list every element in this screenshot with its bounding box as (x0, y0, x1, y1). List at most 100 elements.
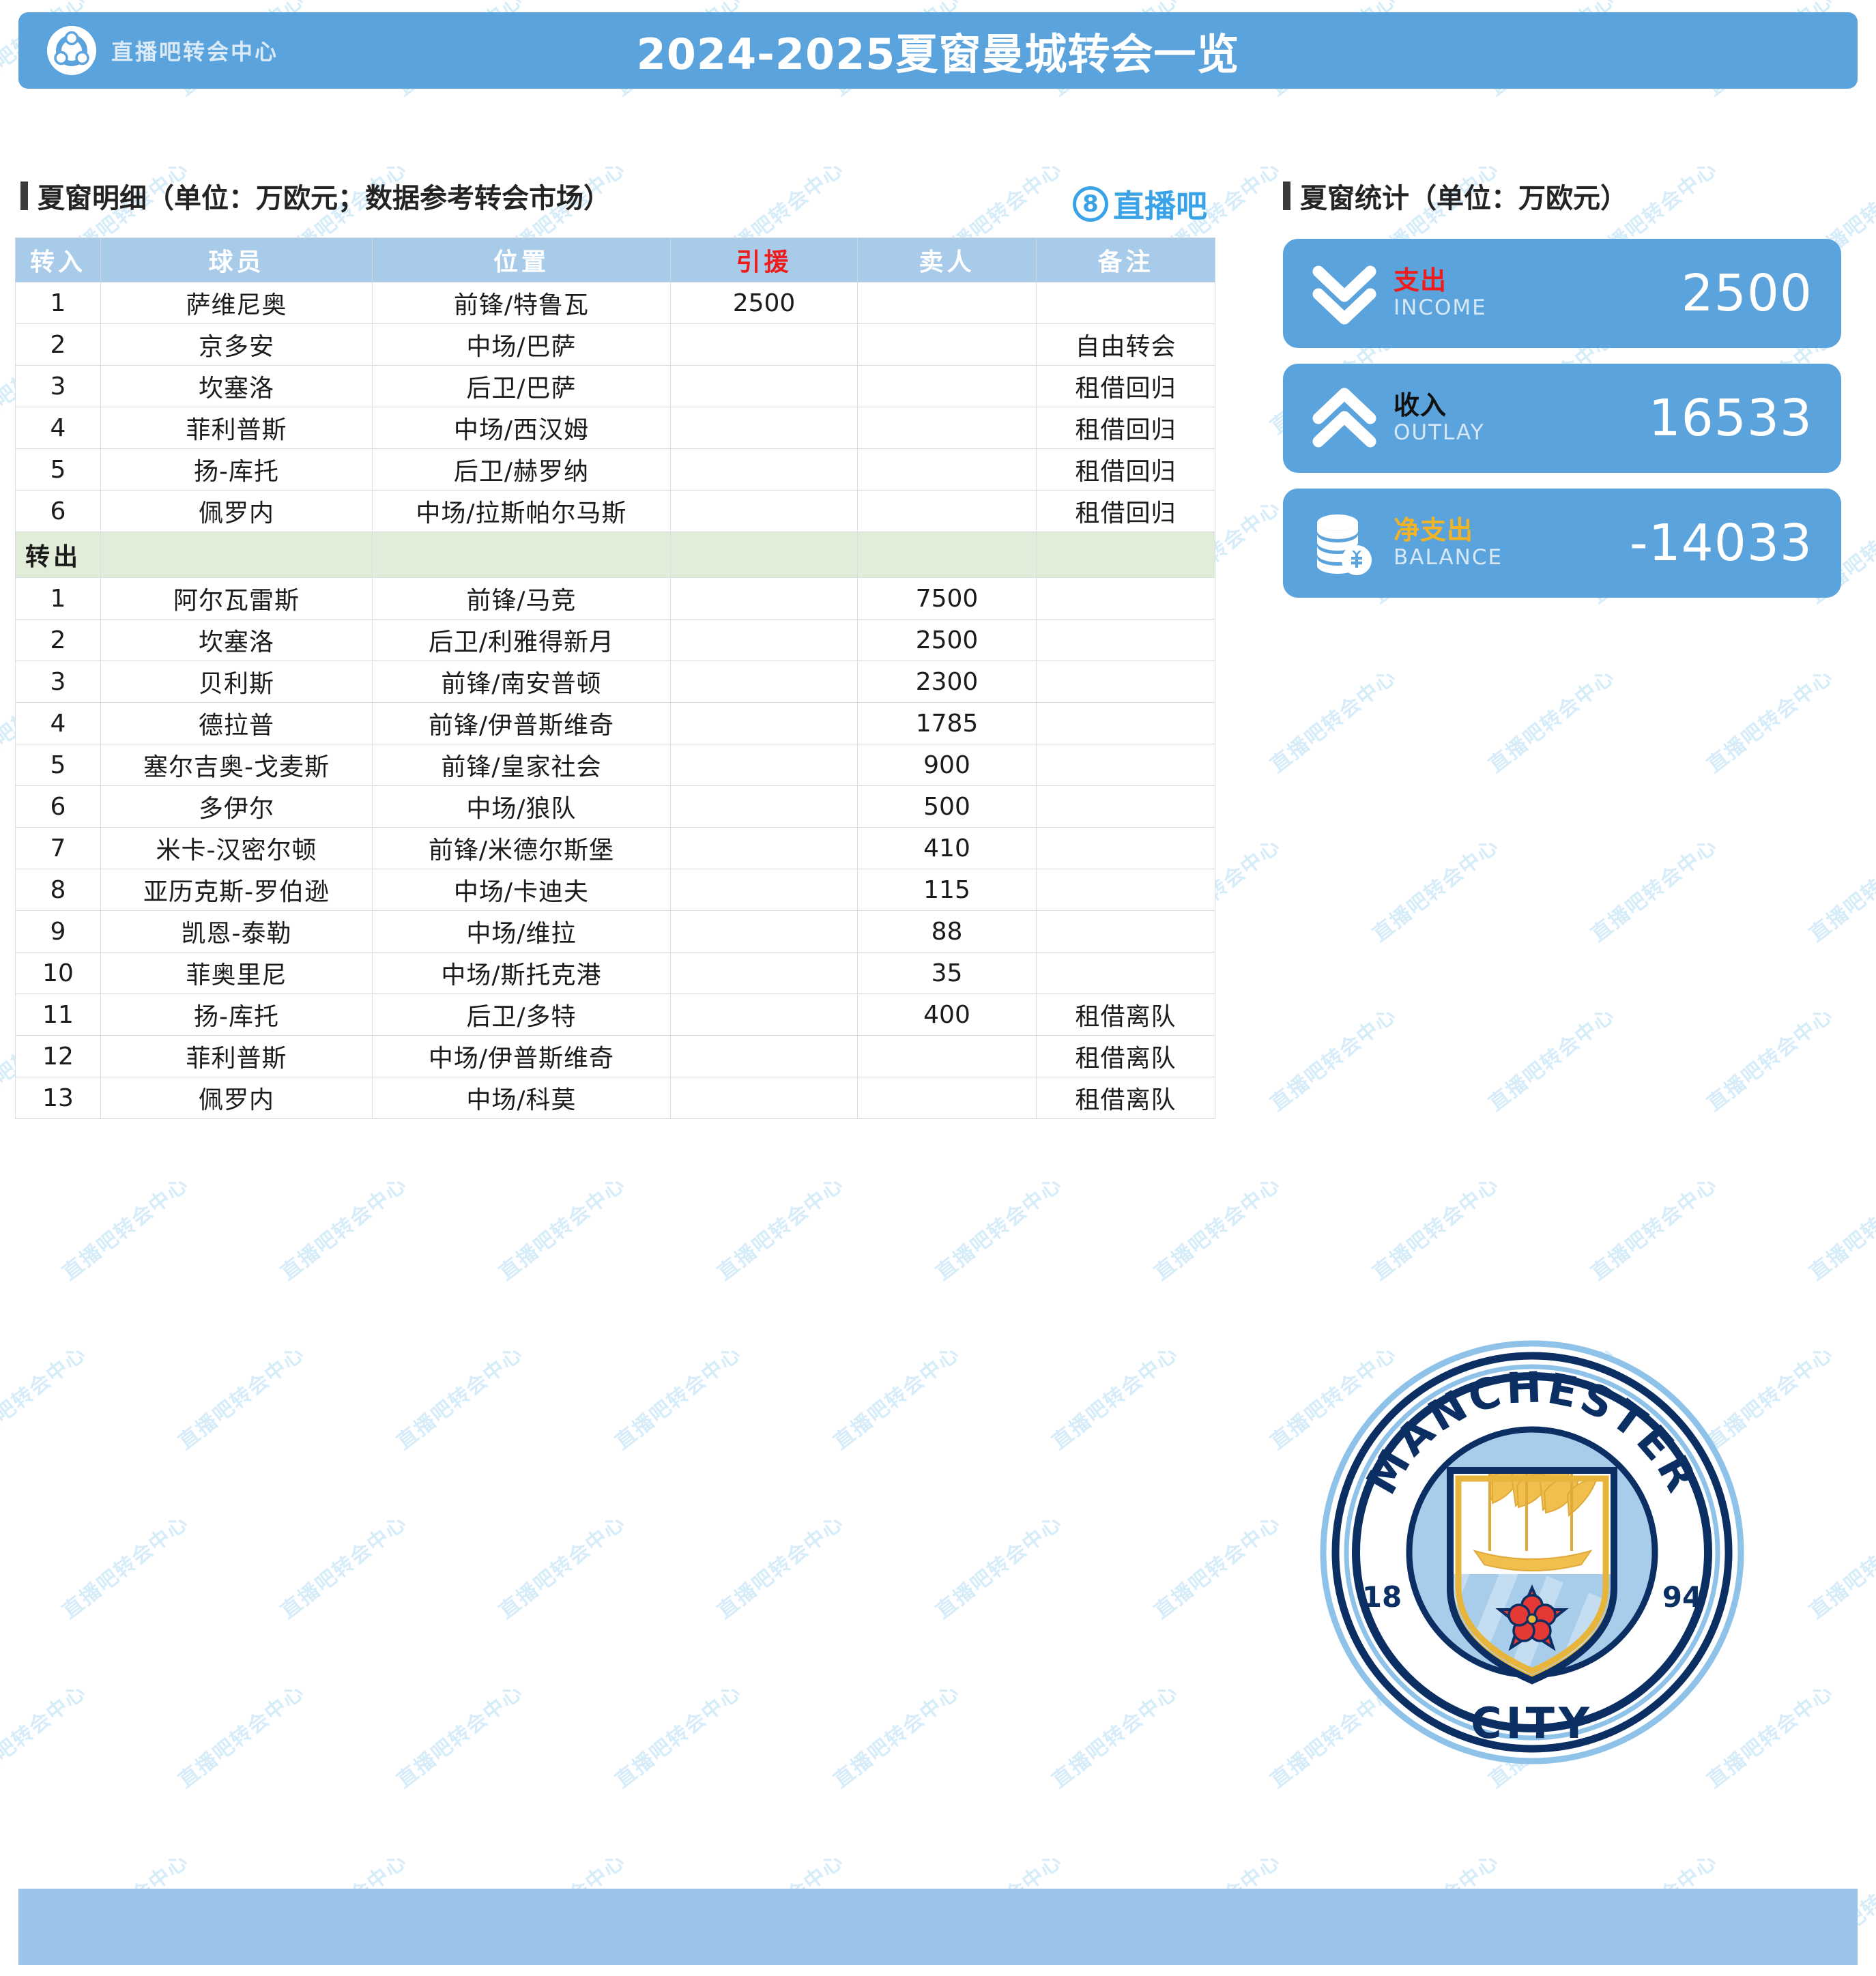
watermark: 直播吧转会中心 (174, 1680, 310, 1793)
row-player: 贝利斯 (100, 660, 373, 703)
watermark: 直播吧转会中心 (1150, 1511, 1286, 1624)
col-header-transfer-in: 转入 (15, 237, 101, 282)
row-sale-fee: 410 (857, 827, 1037, 869)
watermark: 直播吧转会中心 (611, 1341, 747, 1455)
stat-card-balance[interactable]: 净支出 BALANCE -14033 (1283, 489, 1841, 598)
row-sale-fee: 35 (857, 952, 1037, 994)
watermark: 直播吧转会中心 (1266, 665, 1402, 778)
row-index: 4 (15, 407, 101, 449)
title-accent-bar (20, 181, 28, 210)
table-row: 2 京多安 中场/巴萨 自由转会 (15, 323, 1215, 366)
row-position: 前锋/南安普顿 (372, 660, 671, 703)
page-title: 2024-2025夏窗曼城转会一览 (636, 29, 1240, 79)
brand-logo-group: 直播吧转会中心 (47, 26, 278, 75)
row-sale-fee: 2300 (857, 660, 1037, 703)
zhibo8-badge-icon: 8 (1073, 186, 1108, 222)
double-chevron-down-icon (1308, 257, 1381, 330)
row-signing-fee (670, 1035, 858, 1077)
row-note (1036, 869, 1215, 911)
crest-year-right: 94 (1662, 1580, 1702, 1614)
table-row: 3 贝利斯 前锋/南安普顿 2300 (15, 660, 1215, 703)
row-position: 前锋/马竞 (372, 577, 671, 620)
row-index: 6 (15, 785, 101, 828)
row-signing-fee (670, 827, 858, 869)
row-note: 租借回归 (1036, 448, 1215, 491)
stat-value: 2500 (1681, 264, 1813, 323)
row-position: 中场/斯托克港 (372, 952, 671, 994)
row-note: 自由转会 (1036, 323, 1215, 366)
watermark: 直播吧转会中心 (713, 1511, 849, 1624)
watermark: 直播吧转会中心 (829, 1680, 965, 1793)
row-index: 2 (15, 323, 101, 366)
double-chevron-up-icon (1308, 381, 1381, 455)
row-sale-fee: 900 (857, 744, 1037, 786)
divider-cell (857, 532, 1037, 578)
watermark: 直播吧转会中心 (495, 1172, 631, 1285)
divider-label: 转出 (15, 532, 101, 578)
row-sale-fee: 88 (857, 910, 1037, 953)
transfer-table: 转入 球员 位置 引援 卖人 备注 1 萨维尼奥 前锋/特鲁瓦 2500 2 京多安 中场/… (15, 237, 1215, 1119)
watermark: 直播吧转会中心 (829, 1341, 965, 1455)
watermark: 直播吧转会中心 (276, 1172, 412, 1285)
row-position: 中场/西汉姆 (372, 407, 671, 449)
row-signing-fee (670, 910, 858, 953)
row-note (1036, 660, 1215, 703)
row-index: 10 (15, 952, 101, 994)
row-position: 前锋/伊普斯维奇 (372, 702, 671, 744)
stats-card-list: 支出 INCOME 2500 收入 OUTLAY 16533 (1283, 239, 1841, 613)
col-header-note: 备注 (1036, 237, 1215, 282)
table-body: 1 萨维尼奥 前锋/特鲁瓦 2500 2 京多安 中场/巴萨 自由转会 3 坎塞洛 后卫/巴萨 租借回… (15, 282, 1215, 1119)
row-position: 后卫/利雅得新月 (372, 619, 671, 661)
row-player: 佩罗内 (100, 490, 373, 532)
table-row: 11 扬-库托 后卫/多特 400 租借离队 (15, 993, 1215, 1036)
col-header-position: 位置 (372, 237, 671, 282)
table-row: 7 米卡-汉密尔顿 前锋/米德尔斯堡 410 (15, 827, 1215, 869)
row-position: 后卫/多特 (372, 993, 671, 1036)
stat-label-cn: 收入 (1394, 390, 1447, 421)
row-position: 中场/科莫 (372, 1077, 671, 1119)
row-player: 米卡-汉密尔顿 (100, 827, 373, 869)
row-signing-fee (670, 785, 858, 828)
row-index: 1 (15, 282, 101, 324)
row-player: 菲利普斯 (100, 1035, 373, 1077)
row-player: 佩罗内 (100, 1077, 373, 1119)
row-position: 中场/狼队 (372, 785, 671, 828)
stat-card-expenditure[interactable]: 支出 INCOME 2500 (1283, 239, 1841, 348)
brand-text: 直播吧转会中心 (111, 39, 279, 65)
row-note (1036, 619, 1215, 661)
row-sale-fee (857, 323, 1037, 366)
stat-label-group: 收入 OUTLAY (1394, 392, 1485, 444)
row-note (1036, 952, 1215, 994)
table-row: 8 亚历克斯-罗伯逊 中场/卡迪夫 115 (15, 869, 1215, 911)
row-sale-fee (857, 490, 1037, 532)
divider-cell (100, 532, 373, 578)
row-sale-fee (857, 407, 1037, 449)
row-player: 凯恩-泰勒 (100, 910, 373, 953)
header-banner: 直播吧转会中心 2024-2025夏窗曼城转会一览 (18, 12, 1858, 89)
stat-card-income[interactable]: 收入 OUTLAY 16533 (1283, 364, 1841, 473)
row-player: 京多安 (100, 323, 373, 366)
watermark: 直播吧转会中心 (174, 1341, 310, 1455)
row-position: 前锋/米德尔斯堡 (372, 827, 671, 869)
row-note (1036, 702, 1215, 744)
row-position: 中场/巴萨 (372, 323, 671, 366)
row-position: 中场/伊普斯维奇 (372, 1035, 671, 1077)
watermark: 直播吧转会中心 (58, 1172, 194, 1285)
manchester-city-crest-icon: MANCHESTER CITY 18 94 (1314, 1334, 1750, 1771)
watermark: 直播吧转会中心 (1703, 665, 1838, 778)
row-position: 前锋/皇家社会 (372, 744, 671, 786)
stat-value: 16533 (1648, 389, 1813, 448)
row-position: 中场/维拉 (372, 910, 671, 953)
row-sale-fee (857, 1077, 1037, 1119)
zhibo8-logo-text: 直播吧 (1113, 188, 1207, 224)
stat-label-group: 净支出 BALANCE (1394, 517, 1503, 568)
transfer-ring-icon (47, 26, 96, 75)
row-index: 12 (15, 1035, 101, 1077)
row-sale-fee: 115 (857, 869, 1037, 911)
row-signing-fee (670, 952, 858, 994)
coin-stack-icon (1308, 506, 1381, 580)
watermark: 直播吧转会中心 (1587, 834, 1722, 947)
row-index: 1 (15, 577, 101, 620)
row-index: 5 (15, 744, 101, 786)
stats-section-title: 夏窗统计（单位：万欧元） (1283, 176, 1628, 216)
